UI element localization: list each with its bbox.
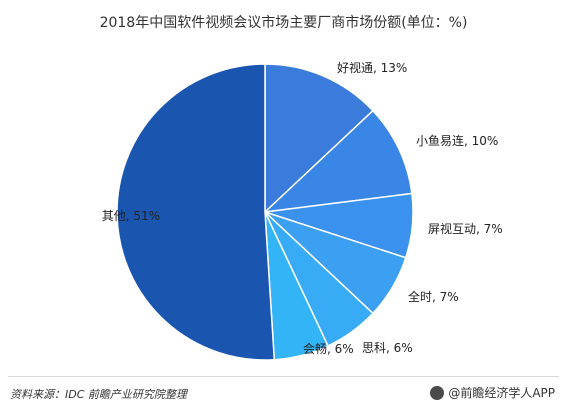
pie-slice-2	[262, 109, 413, 214]
pie-slices	[116, 63, 414, 361]
pie-slice-7	[116, 63, 276, 361]
source-note: 资料来源：IDC 前瞻产业研究院整理	[10, 388, 187, 401]
pie-slice-1	[264, 63, 374, 214]
slice-label-5: 思科, 6%	[362, 341, 413, 355]
qianzhan-logo-icon	[430, 385, 445, 400]
brand-text: @前瞻经济学人APP	[448, 386, 555, 400]
slice-label-3: 屏视互动, 7%	[428, 221, 503, 236]
footer-divider	[8, 376, 559, 377]
slice-label-7: 其他, 51%	[102, 209, 160, 223]
slice-label-1: 好视通, 13%	[337, 60, 407, 75]
slice-label-6: 会畅, 6%	[303, 342, 354, 356]
brand-credit: @前瞻经济学人APP	[430, 384, 555, 401]
pie-labels: 好视通, 13% 小鱼易连, 10% 屏视互动, 7% 全时, 7% 思科, 6% 会畅,…	[102, 60, 503, 356]
chart-title: 2018年中国软件视频会议市场主要厂商市场份额(单位：%)	[99, 15, 468, 31]
slice-label-2: 小鱼易连, 10%	[416, 133, 498, 148]
slice-label-4: 全时, 7%	[408, 289, 459, 304]
